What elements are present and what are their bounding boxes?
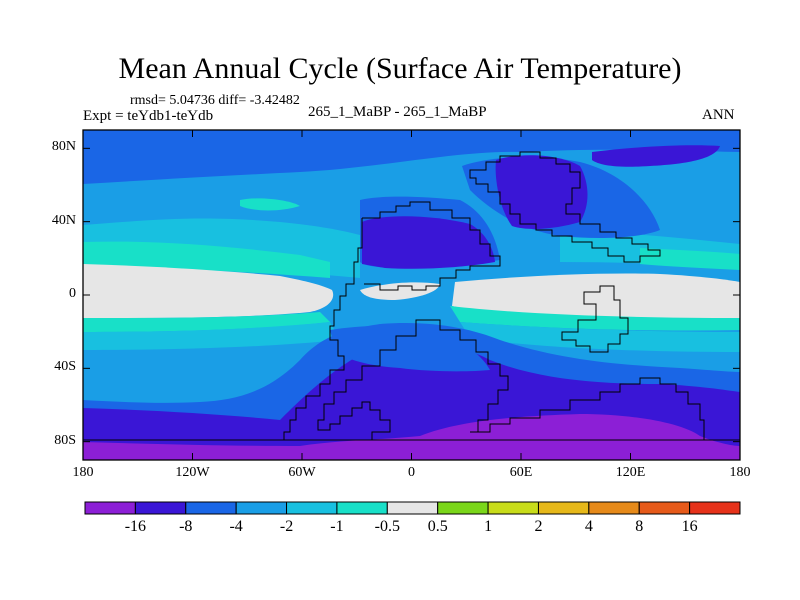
colorbar-label: 1: [484, 518, 493, 535]
colorbar-swatch: [286, 501, 338, 515]
stats-text: rmsd= 5.04736 diff= -3.42482: [130, 93, 300, 108]
field-south-aqua-east: [450, 306, 740, 331]
colorbar-swatch: [235, 501, 288, 515]
field-north-aqua: [83, 241, 330, 278]
colorbar-swatch: [134, 501, 187, 515]
field-arctic: [83, 130, 740, 184]
lat-tick-label: 0: [69, 286, 76, 301]
colorbar: [84, 501, 741, 515]
colorbar-swatch: [689, 501, 741, 515]
lat-tick-label: 40S: [54, 359, 76, 375]
colorbar-label: -1: [330, 518, 344, 535]
lon-tick-label: 60E: [509, 465, 533, 480]
lat-tick-label: 80S: [54, 432, 76, 448]
field-east-aqua: [640, 248, 740, 270]
coastline-western: [283, 218, 509, 441]
lon-tick-label: 120E: [615, 465, 646, 480]
colorbar-label: -8: [179, 518, 193, 535]
coastline-northern: [362, 201, 501, 291]
colorbar-label: 4: [584, 518, 593, 535]
field-south-cyan: [83, 322, 340, 350]
colorbar-label: 0.5: [427, 518, 448, 535]
colorbar-swatch: [638, 501, 691, 515]
field-equator-east: [452, 273, 740, 319]
lon-tick-label: 180: [72, 465, 94, 480]
colorbar-swatch: [185, 501, 237, 515]
lon-tick-label: 120W: [175, 465, 210, 480]
lat-tick-label: 40N: [51, 212, 76, 228]
lon-tick-label: 0: [408, 465, 415, 480]
colorbar-swatch: [588, 501, 640, 515]
colorbar-label: 2: [534, 518, 543, 535]
field-north-deepblue: [362, 216, 495, 269]
colorbar-swatch: [487, 501, 539, 515]
lon-tick-label: 180: [729, 465, 751, 480]
coastline-northeast: [469, 151, 661, 263]
axis-ticks: [82, 130, 741, 460]
colorbar-swatch: [437, 501, 489, 515]
colorbar-label: -0.5: [374, 518, 400, 535]
coastline-far-south: [470, 377, 705, 441]
field-northeast-deepblue: [495, 155, 588, 229]
colorbar-label: -16: [124, 518, 147, 535]
colorbar-swatch: [537, 501, 590, 515]
colorbar-label: 16: [681, 518, 698, 535]
field-south-continent: [330, 325, 490, 372]
field-south-cyan-east: [460, 322, 740, 352]
run-label: 265_1_MaBP - 265_1_MaBP: [308, 104, 487, 120]
coastlines: [83, 151, 740, 441]
field-aqua-patch: [240, 198, 300, 211]
colorbar-label: -4: [229, 518, 243, 535]
field-equator: [83, 264, 334, 318]
coastline-eastern-island: [561, 285, 629, 353]
lat-tick-label: 80N: [51, 139, 76, 155]
chart-title: Mean Annual Cycle (Surface Air Temperatu…: [118, 52, 682, 85]
field-arctic-deepblue: [592, 145, 720, 167]
colorbar-label: -2: [279, 518, 294, 535]
field-south-purple: [83, 414, 740, 460]
colorbar-swatch: [336, 501, 388, 515]
colorbar-swatch: [386, 501, 439, 515]
season-label: ANN: [702, 107, 735, 123]
experiment-label: Expt = teYdb1-teYdb: [83, 108, 214, 124]
colorbar-label: 8: [635, 518, 644, 535]
temperature-field: [83, 130, 740, 460]
colorbar-swatch: [84, 501, 136, 515]
lon-tick-label: 60W: [288, 465, 316, 480]
